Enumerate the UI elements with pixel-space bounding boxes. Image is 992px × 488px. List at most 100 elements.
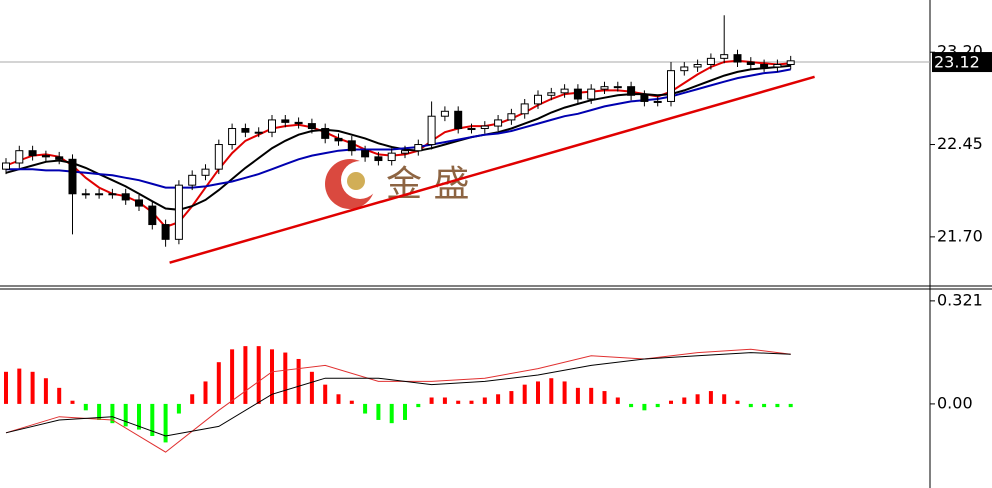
- watermark-text: 金 盛: [386, 164, 469, 205]
- histogram-bar: [775, 403, 780, 408]
- candle-body: [520, 103, 529, 115]
- candle-body: [108, 193, 117, 196]
- histogram-bar: [283, 352, 288, 404]
- candle-body: [41, 155, 50, 158]
- candle-body: [786, 60, 795, 66]
- candle-body: [600, 86, 609, 90]
- histogram-bar: [456, 400, 461, 404]
- histogram-bar: [150, 403, 155, 437]
- candle-body: [347, 140, 356, 152]
- candle-body: [174, 184, 183, 240]
- watermark: 金 盛: [325, 159, 469, 209]
- histogram-bar: [363, 403, 368, 414]
- candle-body: [534, 94, 542, 105]
- histogram-bar: [442, 397, 447, 404]
- candle-body: [135, 199, 143, 207]
- candle-body: [560, 88, 569, 94]
- candle-body: [81, 193, 90, 196]
- histogram-bar: [176, 403, 181, 414]
- candle-body: [15, 150, 24, 164]
- histogram-bar: [43, 378, 48, 404]
- candle-body: [241, 128, 250, 133]
- histogram-bar: [296, 358, 301, 404]
- candle-body: [773, 64, 782, 68]
- candle-body: [214, 144, 223, 170]
- candle-body: [587, 88, 596, 100]
- candle-body: [706, 57, 715, 66]
- candle-body: [281, 119, 290, 123]
- candle-body: [188, 174, 197, 186]
- histogram-bar: [4, 371, 8, 404]
- candle-body: [653, 100, 662, 103]
- candle-body: [2, 162, 10, 170]
- histogram-bar: [256, 346, 261, 404]
- histogram-bar: [482, 397, 487, 404]
- histogram-bar: [695, 394, 700, 404]
- histogram-bar: [669, 400, 673, 404]
- candle-body: [268, 119, 276, 133]
- logo-dot: [347, 172, 365, 190]
- histogram-bar: [642, 403, 647, 411]
- histogram-bar: [708, 391, 713, 404]
- candle-body: [746, 61, 755, 66]
- candle-body: [454, 110, 463, 130]
- histogram-bar: [70, 400, 75, 404]
- histogram-bar: [83, 403, 88, 411]
- last-price-label: 23.12: [934, 53, 980, 72]
- candle-body: [401, 150, 409, 154]
- histogram-bar: [562, 381, 567, 404]
- histogram-bar: [589, 387, 594, 404]
- histogram-bar: [110, 403, 115, 424]
- candle-body: [361, 150, 370, 158]
- histogram-bar: [536, 381, 540, 404]
- histogram-bar: [376, 403, 381, 420]
- candle-body: [693, 64, 702, 68]
- candle-body: [667, 70, 675, 102]
- candle-body: [760, 64, 769, 68]
- candle-body: [720, 54, 729, 59]
- candle-body: [321, 128, 330, 139]
- histogram-bar: [270, 349, 274, 404]
- candle-body: [28, 150, 37, 157]
- histogram-bar: [403, 403, 407, 420]
- y-tick-label: 22.45: [937, 134, 983, 153]
- candle-body: [334, 137, 343, 142]
- histogram-bar: [629, 403, 634, 408]
- last-price-box: [932, 52, 992, 73]
- histogram-bar: [748, 403, 753, 408]
- histogram-bar: [788, 403, 793, 408]
- candle-body: [640, 94, 649, 102]
- histogram-bar: [469, 400, 474, 404]
- trendline: [169, 75, 815, 264]
- histogram-bar: [522, 384, 527, 404]
- candle-body: [254, 131, 263, 134]
- candle-body: [494, 119, 503, 127]
- candle-body: [467, 128, 476, 131]
- candle-body: [374, 156, 383, 162]
- candle-body: [427, 115, 436, 146]
- histogram-bar: [336, 394, 341, 404]
- candle-body: [573, 88, 582, 100]
- histogram-bar: [323, 384, 328, 404]
- candle-body: [547, 92, 556, 96]
- candle-body: [613, 86, 622, 89]
- candle-body: [733, 54, 742, 63]
- histogram-bar: [762, 403, 767, 408]
- histogram-bar: [416, 403, 421, 408]
- candle-body: [228, 128, 237, 146]
- histogram-bar: [190, 394, 195, 404]
- candle-body: [121, 193, 130, 201]
- histogram-bar: [163, 403, 168, 443]
- histogram-bar: [230, 349, 235, 404]
- histogram-bar: [575, 387, 580, 404]
- candle-body: [201, 168, 210, 176]
- histogram-bar: [735, 400, 740, 404]
- histogram-bar: [615, 397, 620, 404]
- histogram-bar: [722, 394, 727, 404]
- candle-body: [95, 193, 104, 196]
- histogram-bar: [389, 403, 394, 424]
- candle-body: [55, 156, 64, 160]
- histogram-bar: [509, 391, 514, 404]
